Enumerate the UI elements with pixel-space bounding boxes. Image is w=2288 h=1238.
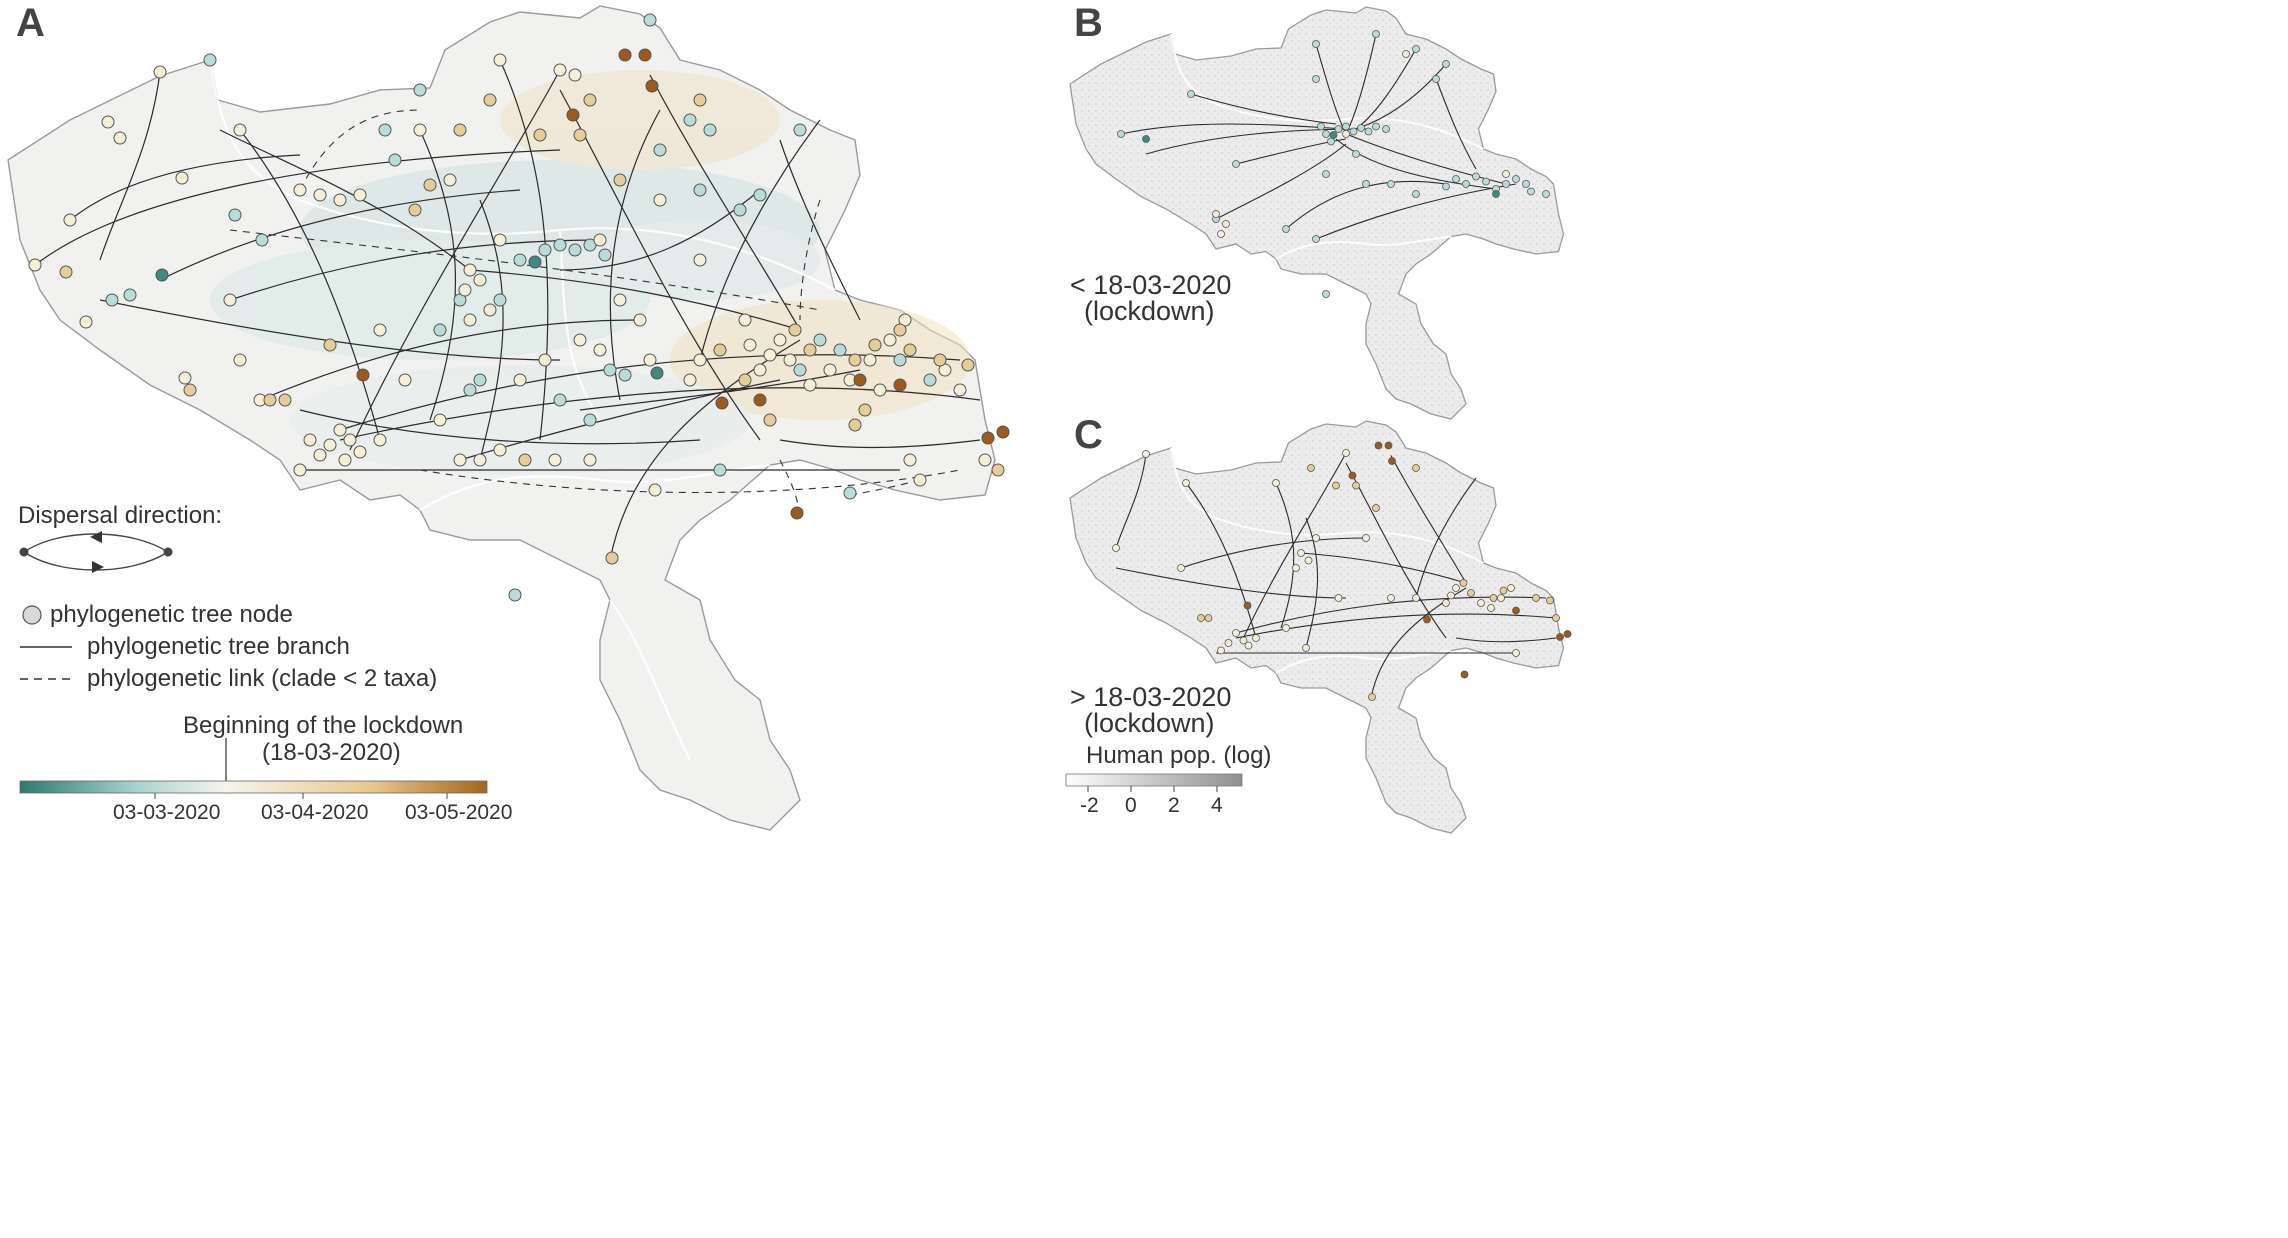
time-surface-a [210,70,970,475]
dispersal-title: Dispersal direction: [18,502,222,529]
panel-b-lockdown: (lockdown) [1084,296,1215,326]
population-tick-0: -2 [1080,794,1099,817]
belgium-map-b [1069,6,1565,420]
population-scale-ticks [1087,786,1218,792]
panel-b-letter: B [1074,1,1103,45]
link-legend-label: phylogenetic link (clade < 2 taxa) [87,665,437,692]
node-legend-icon [22,605,42,625]
branch-legend-label: phylogenetic tree branch [87,633,350,660]
panel-a: A [7,1,1010,831]
population-tick-2: 2 [1168,794,1180,817]
time-tick-0: 03-03-2020 [113,801,220,824]
panel-c: C [1065,413,1572,834]
time-scale-ticks [154,793,448,799]
lockdown-label-line2: (18-03-2020) [262,739,401,766]
belgium-map-c [1069,420,1565,834]
population-color-scale [1065,773,1243,787]
panel-c-period: > 18-03-2020 [1070,682,1231,712]
time-tick-2: 03-05-2020 [405,801,512,824]
panel-c-lockdown: (lockdown) [1084,708,1215,738]
legend: Dispersal direction: phylogenetic tree n… [18,502,512,824]
panel-a-letter: A [16,1,45,45]
time-tick-1: 03-04-2020 [261,801,368,824]
lockdown-label-line1: Beginning of the lockdown [183,712,463,739]
tree-nodes-b [1117,30,1550,298]
panel-b-period: < 18-03-2020 [1070,270,1231,300]
node-legend-label: phylogenetic tree node [50,601,293,628]
panel-c-letter: C [1074,413,1103,457]
dispersal-direction-icon [19,531,173,573]
population-legend-title: Human pop. (log) [1086,742,1271,769]
tree-nodes-c [1112,441,1572,701]
panel-b: B [1069,1,1565,420]
population-tick-3: 4 [1211,794,1223,817]
tree-nodes-a [28,13,1010,602]
population-tick-1: 0 [1125,794,1137,817]
time-color-scale [19,780,488,794]
